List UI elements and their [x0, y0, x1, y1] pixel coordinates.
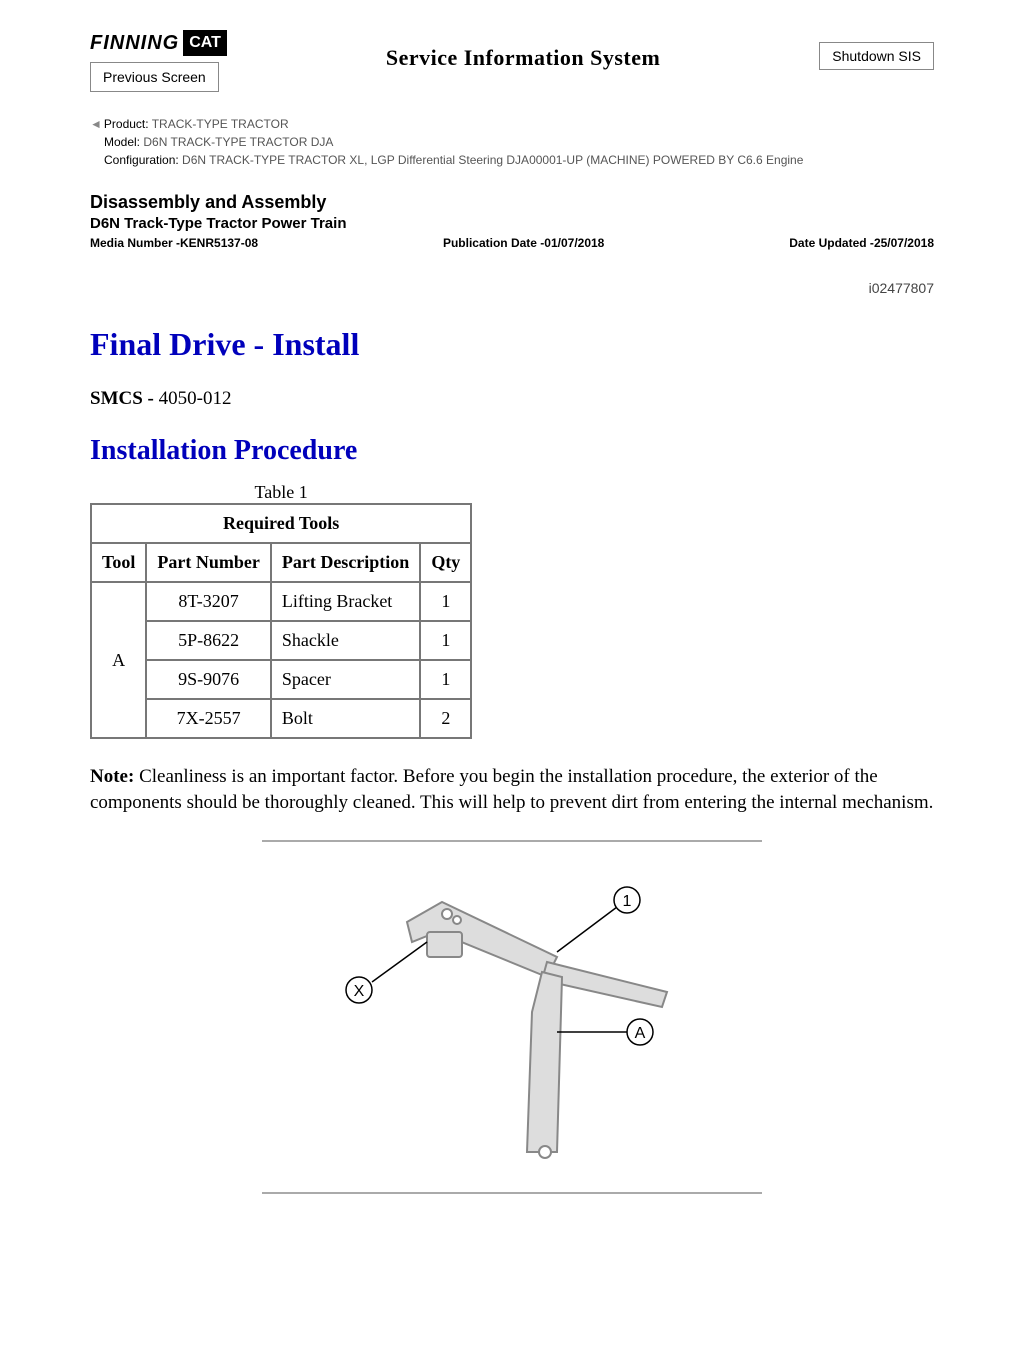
table-row: 7X-2557 Bolt 2 — [91, 699, 471, 738]
qty-cell: 1 — [420, 621, 471, 660]
desc-cell: Bolt — [271, 699, 420, 738]
config-value: D6N TRACK-TYPE TRACTOR XL, LGP Different… — [179, 153, 804, 167]
meta-block: ◄Product: TRACK-TYPE TRACTOR Model: D6N … — [90, 117, 934, 167]
pub-row: Media Number -KENR5137-08 Publication Da… — [90, 236, 934, 250]
note-paragraph: Note: Cleanliness is an important factor… — [90, 764, 934, 815]
col-pn: Part Number — [146, 543, 270, 582]
config-label: Configuration: — [104, 153, 179, 167]
qty-cell: 2 — [420, 699, 471, 738]
table-header-span-row: Required Tools — [91, 504, 471, 543]
model-label: Model: — [104, 135, 140, 149]
col-tool: Tool — [91, 543, 146, 582]
pn-cell: 8T-3207 — [146, 582, 270, 621]
logo-block: FINNING CAT Previous Screen — [90, 30, 227, 92]
logo-text: FINNING — [90, 32, 179, 55]
qty-cell: 1 — [420, 582, 471, 621]
logo-row: FINNING CAT — [90, 30, 227, 56]
pub-label: Publication Date - — [443, 236, 544, 250]
media-value: KENR5137-08 — [180, 236, 258, 250]
sis-title: Service Information System — [227, 30, 819, 71]
desc-cell: Shackle — [271, 621, 420, 660]
desc-cell: Lifting Bracket — [271, 582, 420, 621]
product-value: TRACK-TYPE TRACTOR — [149, 117, 289, 131]
page-title: Final Drive - Install — [90, 326, 934, 363]
callout-a-label: A — [635, 1025, 646, 1042]
diagram-container: 1 X A — [262, 840, 762, 1194]
updated-label: Date Updated - — [789, 236, 874, 250]
back-arrow-icon[interactable]: ◄ — [90, 117, 102, 131]
meta-product-row: ◄Product: TRACK-TYPE TRACTOR — [90, 117, 934, 131]
section-sub: D6N Track-Type Tractor Power Train — [90, 215, 934, 232]
doc-id: i02477807 — [90, 280, 934, 296]
table-header-span: Required Tools — [91, 504, 471, 543]
pn-cell: 5P-8622 — [146, 621, 270, 660]
procedure-heading: Installation Procedure — [90, 435, 934, 467]
updated-value: 25/07/2018 — [874, 236, 934, 250]
note-label: Note: — [90, 766, 139, 787]
pn-cell: 7X-2557 — [146, 699, 270, 738]
meta-model-row: Model: D6N TRACK-TYPE TRACTOR DJA — [90, 135, 934, 149]
smcs-value: 4050-012 — [159, 388, 232, 409]
pn-cell: 9S-9076 — [146, 660, 270, 699]
shutdown-sis-button[interactable]: Shutdown SIS — [819, 42, 934, 70]
page-container: FINNING CAT Previous Screen Service Info… — [0, 0, 1024, 1234]
smcs-line: SMCS - 4050-012 — [90, 388, 934, 410]
col-desc: Part Description — [271, 543, 420, 582]
callout-1-label: 1 — [623, 893, 632, 910]
model-value: D6N TRACK-TYPE TRACTOR DJA — [140, 135, 333, 149]
logo-badge: CAT — [183, 30, 227, 56]
col-qty: Qty — [420, 543, 471, 582]
table-row: A 8T-3207 Lifting Bracket 1 — [91, 582, 471, 621]
product-label: Product: — [104, 117, 149, 131]
pub-value: 01/07/2018 — [544, 236, 604, 250]
table-row: 9S-9076 Spacer 1 — [91, 660, 471, 699]
top-header: FINNING CAT Previous Screen Service Info… — [90, 30, 934, 92]
callout-x-label: X — [354, 983, 365, 1000]
table-header-row: Tool Part Number Part Description Qty — [91, 543, 471, 582]
previous-screen-button[interactable]: Previous Screen — [90, 62, 219, 92]
table-row: 5P-8622 Shackle 1 — [91, 621, 471, 660]
publication-date: Publication Date -01/07/2018 — [443, 236, 604, 250]
smcs-label: SMCS - — [90, 388, 159, 409]
section-heading: Disassembly and Assembly — [90, 192, 934, 213]
media-label: Media Number - — [90, 236, 180, 250]
qty-cell: 1 — [420, 660, 471, 699]
media-number: Media Number -KENR5137-08 — [90, 236, 258, 250]
date-updated: Date Updated -25/07/2018 — [789, 236, 934, 250]
table-caption: Table 1 — [90, 482, 472, 503]
diagram-svg: 1 X A — [297, 852, 727, 1182]
note-text: Cleanliness is an important factor. Befo… — [90, 766, 933, 813]
meta-config-row: Configuration: D6N TRACK-TYPE TRACTOR XL… — [90, 153, 934, 167]
tool-group-cell: A — [91, 582, 146, 738]
desc-cell: Spacer — [271, 660, 420, 699]
required-tools-table: Table 1 Required Tools Tool Part Number … — [90, 482, 472, 739]
